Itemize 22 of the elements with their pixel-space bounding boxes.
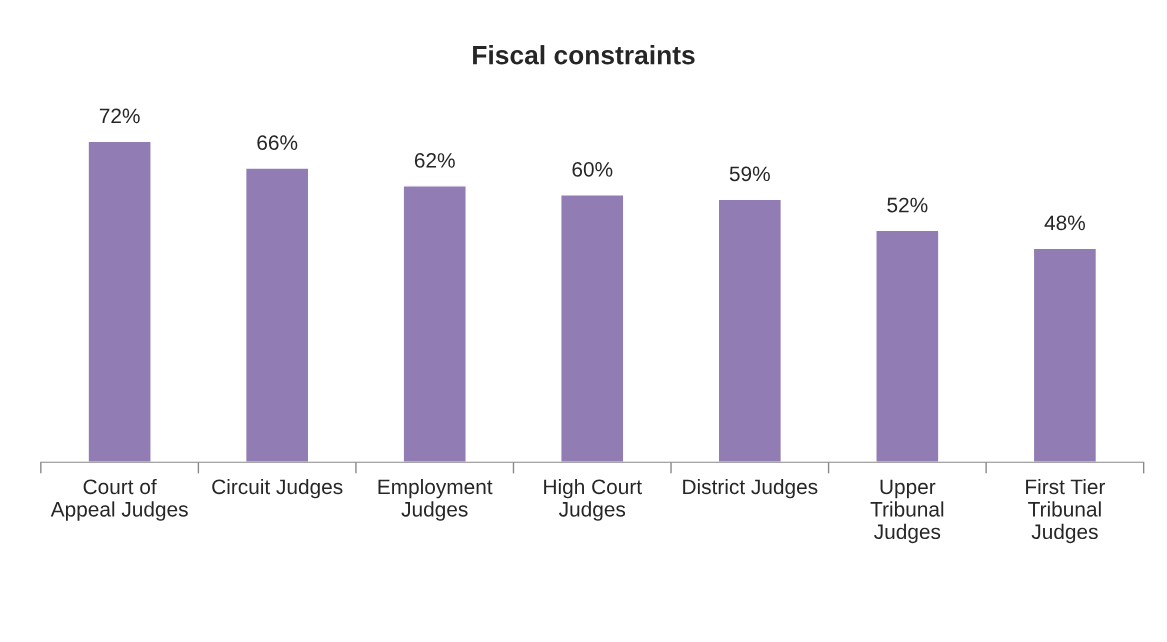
- x-tick-label: High Court Judges: [544, 478, 642, 521]
- bar: [875, 229, 940, 463]
- chart-title: Fiscal constraints: [473, 45, 695, 65]
- data-label: 59%: [729, 166, 770, 182]
- x-tick-label: Circuit Judges: [212, 478, 343, 499]
- bar: [560, 194, 625, 463]
- x-tick-label: Upper Tribunal Judges: [870, 479, 944, 544]
- data-label: 62%: [414, 153, 455, 168]
- bar: [402, 185, 467, 463]
- data-label: 52%: [887, 197, 928, 213]
- bar: [1032, 247, 1098, 463]
- data-label: 60%: [572, 161, 613, 177]
- x-tick-label: Employment Judges: [378, 478, 493, 521]
- data-label: 66%: [257, 135, 298, 150]
- x-tick-label: First Tier Tribunal Judges: [1026, 478, 1106, 544]
- x-tick-label: Court of Appeal Judges: [50, 478, 188, 521]
- bar: [87, 140, 152, 463]
- data-label: 72%: [99, 108, 140, 124]
- bar: [244, 167, 310, 463]
- bar: [717, 198, 783, 463]
- x-tick-label: District Judges: [683, 478, 818, 499]
- data-label: 48%: [1044, 215, 1085, 231]
